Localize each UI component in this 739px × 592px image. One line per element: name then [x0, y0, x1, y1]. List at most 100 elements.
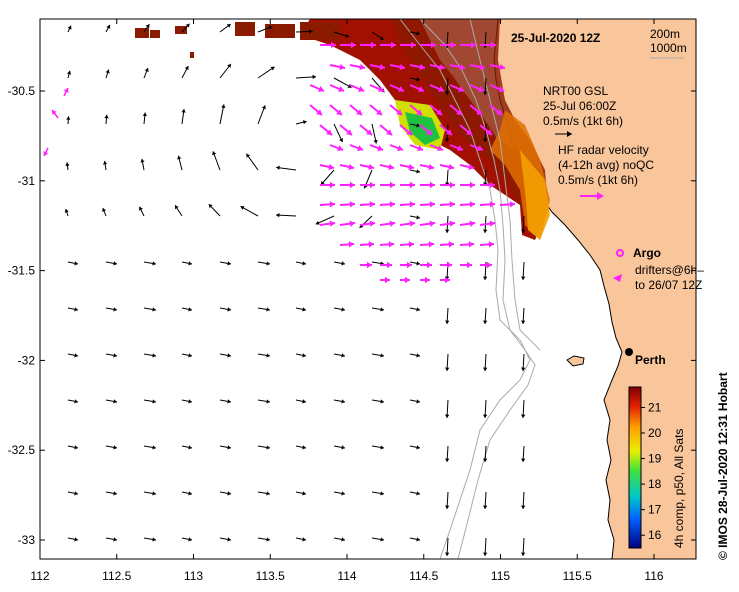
- current-arrow: [295, 120, 307, 125]
- current-arrow: [521, 307, 526, 325]
- current-arrow: [445, 353, 450, 372]
- current-arrow: [483, 123, 488, 143]
- hf-radar-arrow: [389, 84, 405, 92]
- current-arrow: [143, 261, 157, 266]
- drifter-arrow: [51, 109, 59, 119]
- hf-radar-arrow: [449, 104, 463, 116]
- hf-legend-line2: (4-12h avg) noQC: [558, 158, 654, 172]
- y-tick-label: -30.5: [8, 84, 36, 98]
- current-arrow: [295, 74, 316, 80]
- current-arrow: [181, 399, 193, 404]
- hf-radar-arrow: [409, 63, 426, 71]
- current-arrow: [257, 261, 271, 266]
- hf-radar-arrow: [379, 241, 395, 248]
- hf-radar-arrow: [480, 261, 492, 269]
- sst-colorbar: [628, 386, 642, 549]
- hf-radar-arrow: [440, 41, 456, 49]
- x-tick-label: 113.5: [256, 569, 285, 583]
- current-arrow: [371, 491, 385, 496]
- current-arrow: [219, 104, 226, 125]
- hf-radar-arrow: [360, 41, 376, 49]
- current-arrow: [67, 307, 79, 312]
- x-tick-label: 113: [184, 569, 203, 583]
- current-arrow: [483, 77, 488, 96]
- current-arrow: [257, 399, 271, 404]
- hf-radar-arrow: [440, 261, 452, 269]
- hf-radar-arrow: [469, 84, 485, 92]
- current-arrow: [483, 445, 488, 463]
- argo-label: Argo: [633, 246, 661, 260]
- hf-radar-arrow: [460, 181, 475, 189]
- current-arrow: [409, 31, 421, 36]
- colorbar-tick-label: 21: [648, 400, 662, 414]
- current-arrow: [521, 445, 526, 463]
- hf-radar-arrow: [340, 41, 356, 49]
- current-arrow: [409, 77, 421, 82]
- current-arrow: [105, 307, 118, 312]
- current-arrow: [483, 353, 488, 372]
- hf-radar-vectors: [309, 41, 516, 284]
- current-arrow: [257, 307, 271, 312]
- hf-radar-arrow: [469, 144, 484, 152]
- hf-radar-arrow: [479, 241, 495, 248]
- current-arrow: [208, 203, 221, 217]
- hf-radar-arrow: [380, 276, 390, 284]
- hf-radar-arrow: [319, 124, 333, 136]
- hf-radar-arrow: [480, 181, 495, 189]
- current-arrow: [67, 445, 79, 450]
- current-arrow: [333, 31, 350, 38]
- current-arrow: [104, 114, 109, 125]
- current-arrow: [371, 353, 385, 358]
- current-arrow: [445, 399, 450, 419]
- colorbar-tick-label: 18: [648, 477, 662, 491]
- current-arrow: [295, 491, 307, 496]
- hf-radar-arrow: [309, 104, 323, 116]
- hf-legend-line3: 0.5m/s (1kt 6h): [558, 173, 638, 187]
- current-arrow: [67, 353, 79, 358]
- current-arrow: [295, 353, 307, 358]
- current-arrow: [219, 353, 232, 358]
- argo-marker: [616, 249, 624, 257]
- x-tick-label: 112.5: [102, 569, 131, 583]
- current-arrow: [212, 151, 221, 171]
- nrt-legend-line1: NRT00 GSL: [543, 84, 608, 98]
- current-arrow: [181, 65, 189, 79]
- hf-radar-arrow: [379, 201, 396, 208]
- current-arrow: [181, 261, 193, 266]
- current-arrow: [333, 261, 346, 266]
- current-arrow: [371, 31, 384, 41]
- hf-radar-arrow: [349, 144, 364, 152]
- current-arrow: [143, 445, 157, 450]
- hf-radar-arrow: [409, 144, 424, 152]
- hf-radar-arrow: [420, 181, 435, 189]
- hf-radar-arrow: [449, 84, 465, 92]
- y-tick-label: -32.5: [8, 443, 36, 457]
- current-arrow: [295, 445, 307, 450]
- current-arrow: [257, 353, 271, 358]
- hf-radar-arrow: [369, 144, 384, 152]
- current-arrow: [140, 158, 145, 171]
- map-frame: [39, 18, 697, 560]
- current-arrow: [333, 353, 346, 358]
- hf-radar-arrow: [319, 163, 335, 171]
- hf-radar-arrow: [319, 201, 336, 208]
- current-arrow: [409, 445, 421, 450]
- hf-radar-arrow: [309, 84, 325, 92]
- hf-radar-arrow: [320, 181, 335, 189]
- current-arrow: [66, 116, 71, 125]
- depth-legend-1000m: 1000m: [650, 41, 687, 55]
- hf-radar-arrow: [429, 63, 446, 71]
- hf-radar-arrow: [379, 220, 396, 227]
- hf-radar-arrow: [419, 163, 435, 171]
- current-arrow: [409, 169, 421, 174]
- current-arrow: [333, 399, 346, 404]
- rottnest-island: [566, 355, 585, 367]
- y-tick-label: -31: [18, 174, 36, 188]
- current-arrow: [257, 105, 266, 125]
- hf-radar-arrow: [420, 41, 436, 49]
- hf-radar-arrow: [399, 201, 416, 208]
- hf-radar-arrow: [339, 124, 353, 136]
- current-arrow: [181, 23, 190, 33]
- hf-radar-arrow: [409, 104, 423, 116]
- hf-radar-arrow: [339, 241, 355, 248]
